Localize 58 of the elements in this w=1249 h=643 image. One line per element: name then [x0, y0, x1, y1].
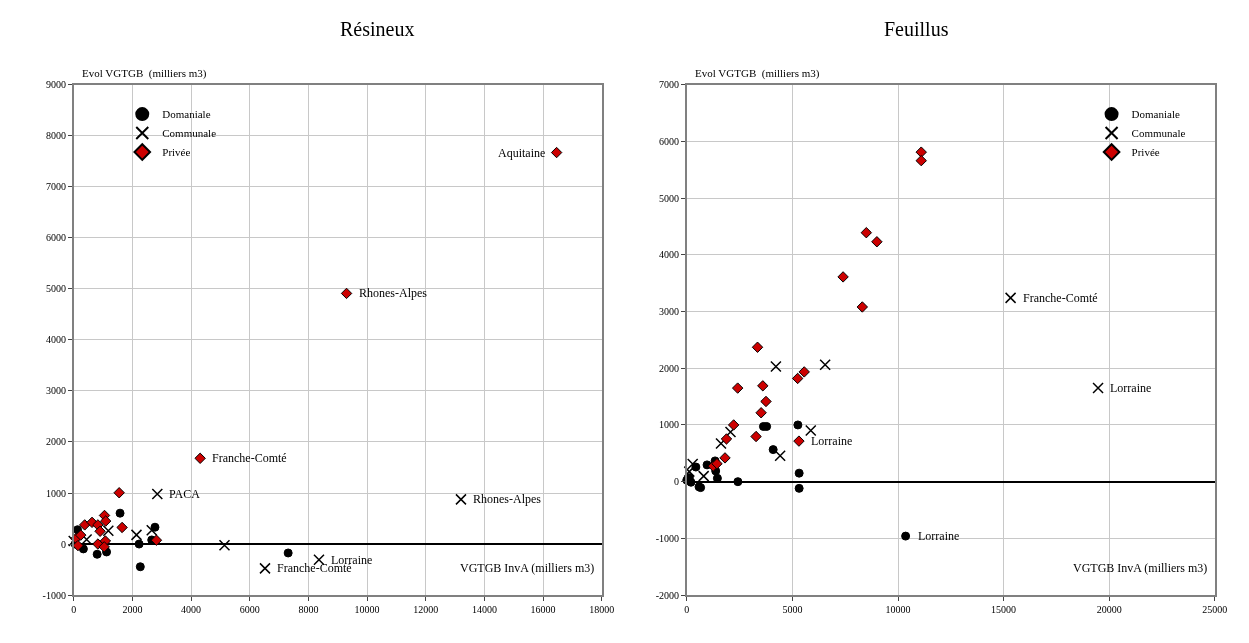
y-tick-label: 4000 — [45, 334, 66, 346]
legend-label: Communale — [162, 127, 217, 140]
annotation: Rhones-Alpes — [359, 286, 428, 300]
x-tick-label: 12000 — [413, 603, 439, 615]
x-tick-label: 10000 — [885, 603, 911, 615]
y-tick-label: 2000 — [45, 436, 66, 448]
x-tick-label: 10000 — [354, 603, 380, 615]
x-tick-label: 0 — [71, 603, 77, 615]
y-tick-label: 1000 — [659, 419, 680, 431]
x-tick-label: 20000 — [1096, 603, 1122, 615]
y-tick-label: -1000 — [42, 589, 66, 601]
x-tick-label: 6000 — [239, 603, 260, 615]
chart-title: Résineux — [340, 18, 415, 40]
x-tick-label: 5000 — [782, 603, 803, 615]
legend-label: Privée — [1131, 146, 1160, 159]
y-tick-label: 0 — [60, 538, 66, 550]
y-tick-label: 6000 — [659, 135, 680, 147]
y-tick-label: 5000 — [45, 283, 66, 295]
annotation: Rhones-Alpes — [473, 492, 542, 506]
legend-label: Privée — [162, 146, 191, 159]
y-tick-label: 5000 — [659, 192, 680, 204]
legend-label: Domaniale — [162, 108, 211, 121]
y-tick-label: 9000 — [45, 79, 66, 91]
annotation: Franche-Comté — [1023, 291, 1098, 305]
annotation: Aquitaine — [498, 146, 546, 160]
x-tick-label: 14000 — [471, 603, 497, 615]
annotation: Lorraine — [811, 434, 853, 448]
annotation: PACA — [169, 487, 201, 501]
legend-label: Domaniale — [1131, 108, 1180, 121]
y-tick-label: -2000 — [655, 589, 680, 601]
x-tick-label: 15000 — [991, 603, 1017, 615]
x-axis-title: VGTGB InvA (milliers m3) — [1073, 561, 1208, 575]
x-tick-label: 18000 — [589, 603, 615, 615]
x-tick-label: 8000 — [298, 603, 319, 615]
y-tick-label: 6000 — [45, 232, 66, 244]
y-tick-label: 0 — [674, 476, 680, 488]
y-tick-label: 1000 — [45, 487, 66, 499]
annotation: Lorraine — [918, 529, 960, 543]
y-tick-label: 4000 — [659, 249, 680, 261]
x-tick-label: 2000 — [122, 603, 143, 615]
x-tick-label: 25000 — [1202, 603, 1228, 615]
chart-title: Feuillus — [884, 18, 949, 40]
y-tick-label: 7000 — [659, 79, 680, 91]
x-axis-title: VGTGB InvA (milliers m3) — [460, 561, 595, 575]
y-tick-label: 2000 — [659, 362, 680, 374]
y-axis-title: Evol VGTGB (milliers m3) — [82, 67, 207, 80]
y-tick-label: 8000 — [45, 130, 66, 142]
y-tick-label: 3000 — [659, 306, 680, 318]
y-tick-label: 7000 — [45, 181, 66, 193]
legend-label: Communale — [1131, 127, 1186, 140]
x-tick-label: 0 — [684, 603, 690, 615]
x-tick-label: 4000 — [181, 603, 202, 615]
annotation: Franche-Comté — [212, 451, 287, 465]
y-tick-label: 3000 — [45, 385, 66, 397]
y-tick-label: -1000 — [655, 532, 680, 544]
x-tick-label: 16000 — [530, 603, 556, 615]
annotation: Lorraine — [1110, 381, 1152, 395]
y-axis-title: Evol VGTGB (milliers m3) — [695, 67, 820, 80]
